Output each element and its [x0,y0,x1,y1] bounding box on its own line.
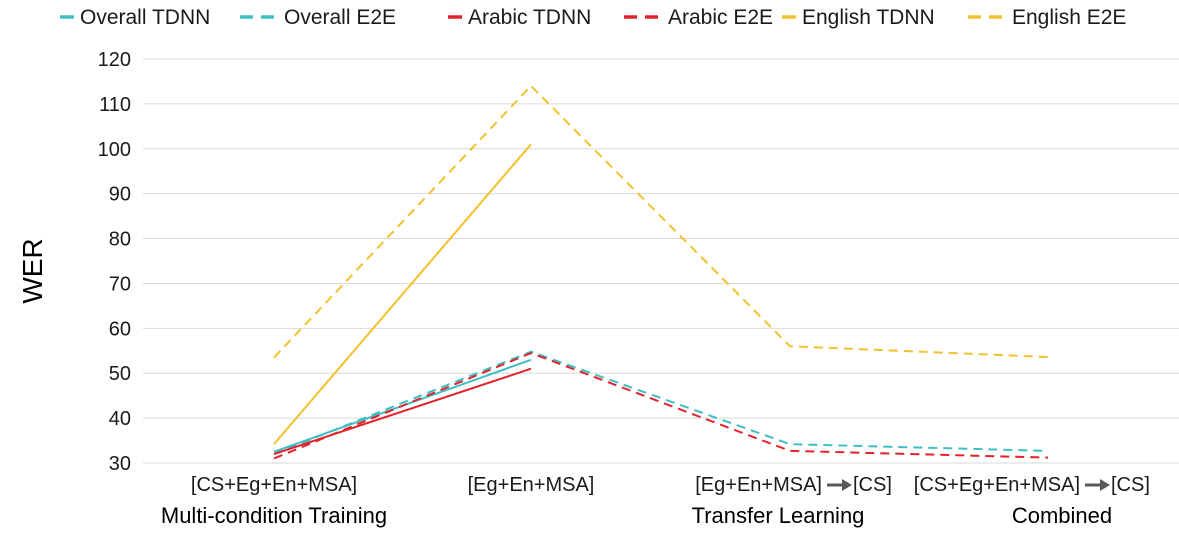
x-tick-label: [CS+Eg+En+MSA] [CS] [914,474,1150,496]
series-line-english-tdnn [273,143,532,445]
y-tick-label: 40 [109,408,131,430]
x-tick-label: [Eg+En+MSA] [468,474,595,496]
x-axis: [CS+Eg+En+MSA] [Eg+En+MSA] [Eg+En+MSA] [CS]… [191,474,1150,496]
series-line-arabic-tdnn [273,367,532,455]
series-line-english-e2e [273,84,1049,359]
legend-item: Arabic E2E [624,6,773,29]
y-tick-label: 60 [109,318,131,340]
legend-label: English E2E [1012,6,1126,29]
x-tick-label-source: [CS+Eg+En+MSA] [914,474,1080,496]
y-tick-label: 90 [109,184,131,206]
y-axis-label: WER [17,238,48,303]
x-tick-label-target: [CS] [1111,474,1150,496]
y-tick-label: 80 [109,229,131,251]
y-tick-label: 50 [109,363,131,385]
legend: Overall TDNN Overall E2E Arabic TDNN Arabic… [60,6,1126,29]
legend-label: Overall E2E [284,6,396,29]
y-tick-label: 30 [109,453,131,475]
series-line-arabic-e2e [273,352,1049,460]
series-line-overall-e2e [273,350,1049,455]
series-lines [273,84,1049,460]
y-axis: 30 40 50 60 70 80 90 100 110 120 [98,49,131,475]
y-tick-label: 110 [99,94,131,116]
category-group-label: Transfer Learning [692,503,865,528]
legend-label: Arabic TDNN [468,6,591,29]
arrow-icon-head [842,479,852,491]
y-tick-label: 120 [98,49,131,71]
y-tick-label: 100 [98,139,131,161]
x-tick-label: [CS+Eg+En+MSA] [191,474,357,496]
legend-label: Overall TDNN [80,6,210,29]
category-group-label: Multi-condition Training [161,503,387,528]
legend-item: English E2E [968,6,1126,29]
x-tick-label: [Eg+En+MSA] [CS] [695,474,892,496]
legend-item: English TDNN [782,6,935,29]
legend-item: Overall TDNN [60,6,210,29]
grid [143,58,1179,464]
x-tick-label-source: [Eg+En+MSA] [695,474,822,496]
y-tick-label: 70 [109,273,131,295]
legend-label: English TDNN [802,6,935,29]
legend-label: Arabic E2E [668,6,773,29]
legend-item: Arabic TDNN [448,6,591,29]
category-group-label: Combined [1012,503,1112,528]
arrow-icon-head [1100,479,1110,491]
legend-item: Overall E2E [240,6,396,29]
category-groups: Multi-condition Training Transfer Learnin… [161,503,1112,528]
x-tick-label-target: [CS] [853,474,892,496]
